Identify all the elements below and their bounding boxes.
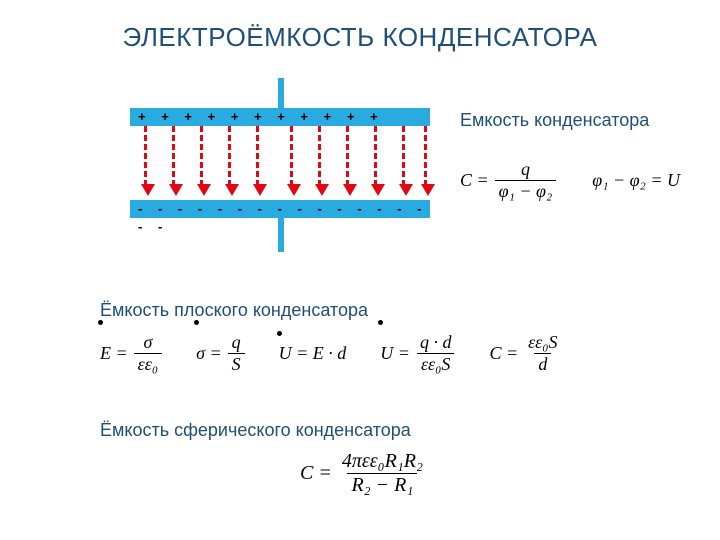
field-arrow <box>200 126 203 186</box>
subtitle-capacitance: Емкость конденсатора <box>460 110 700 131</box>
plate-negative: - - - - - - - - - - - - - - - - - <box>130 200 430 218</box>
field-arrow <box>424 126 427 186</box>
field-arrows <box>130 126 430 200</box>
section-flat-title: Ёмкость плоского конденсатора <box>100 300 368 321</box>
plate-positive: + + + + + + + + + + + <box>130 108 430 126</box>
field-arrow <box>346 126 349 186</box>
formula-U-full: U = q · dεε₀S <box>380 332 455 375</box>
formula-u-def: φ₁ − φ₂ = U <box>592 170 680 191</box>
formula-C-sphere: C = 4πεε₀R₁R₂R₂ − R₁ <box>300 450 427 497</box>
field-arrow <box>144 126 147 186</box>
field-arrow <box>374 126 377 186</box>
formula-U-Ed: U = E · d <box>279 343 347 364</box>
section-sphere-title: Ёмкость сферического конденсатора <box>100 420 411 441</box>
lead-bottom <box>278 218 284 252</box>
flat-formulas: E = σεε₀ σ = qS U = E · d U = q · dεε₀S … <box>100 332 640 375</box>
formula-sigma: σ = qS <box>196 332 245 375</box>
field-arrow <box>318 126 321 186</box>
lead-top <box>278 78 284 108</box>
capacitance-block: Емкость конденсатора C = qφ₁ − φ₂ φ₁ − φ… <box>460 110 700 202</box>
capacitor-diagram: + + + + + + + + + + + - - - - - - - - - … <box>130 90 430 260</box>
lhs: C = <box>460 170 489 191</box>
field-arrow <box>228 126 231 186</box>
field-arrow <box>402 126 405 186</box>
formula-E: E = σεε₀ <box>100 332 162 375</box>
slide: ЭЛЕКТРОЁМКОСТЬ КОНДЕНСАТОРА + + + + + + … <box>0 0 720 540</box>
formula-c-definition: C = qφ₁ − φ₂ φ₁ − φ₂ = U <box>460 159 700 202</box>
field-arrow <box>256 126 259 186</box>
field-arrow <box>290 126 293 186</box>
page-title: ЭЛЕКТРОЁМКОСТЬ КОНДЕНСАТОРА <box>0 22 720 53</box>
formula-C-flat: C = εε₀Sd <box>489 332 561 375</box>
field-arrow <box>172 126 175 186</box>
